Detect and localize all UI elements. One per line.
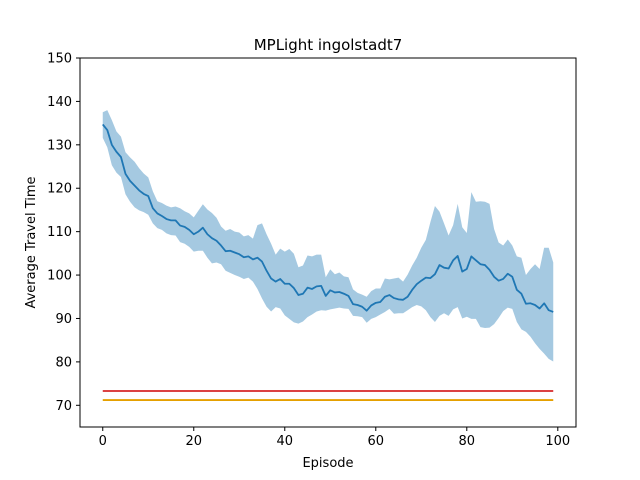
y-tick-label: 140 [47,95,72,110]
x-tick-label: 60 [368,434,385,449]
x-tick-label: 80 [459,434,476,449]
axes-frame [79,57,577,428]
x-tick-label: 20 [185,434,202,449]
x-tick-label: 100 [545,434,570,449]
confidence-band [102,110,554,362]
y-tick-label: 120 [47,182,72,197]
average-travel-time-line [102,123,554,313]
y-axis-label: Average Travel Time [24,176,39,308]
x-tick-label: 40 [276,434,293,449]
y-tick-label: 150 [47,52,72,67]
plot-area [102,110,554,401]
y-tick-label: 100 [47,269,72,284]
axis-ticks: 0 20 40 60 80 100 70 80 90 100 110 120 130 140 150 [47,52,570,450]
y-tick-label: 80 [55,355,72,370]
y-tick-label: 70 [55,399,72,414]
y-tick-label: 130 [47,138,72,153]
y-tick-label: 90 [55,312,72,327]
x-axis-label: Episode [302,456,353,471]
chart-title: MPLight ingolstadt7 [254,36,403,54]
x-tick-label: 0 [99,434,107,449]
y-tick-label: 110 [47,225,72,240]
